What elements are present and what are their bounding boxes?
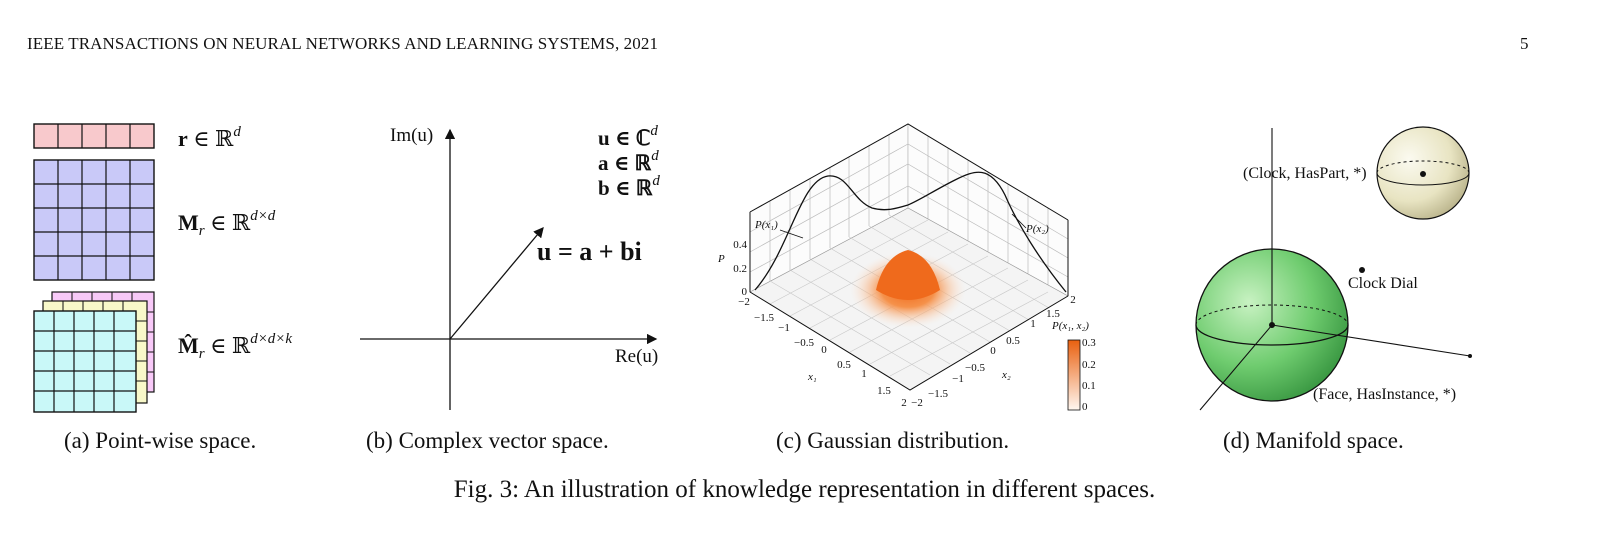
svg-text:−1: −1	[952, 373, 964, 385]
panel-d-manifold: (Clock, HasPart, *) Clock Dial (Face, Ha…	[1195, 126, 1472, 411]
figure-caption: Fig. 3: An illustration of knowledge rep…	[453, 476, 1156, 503]
colorbar	[1067, 339, 1081, 411]
re-axis-label: Re(u)	[615, 346, 658, 367]
svg-text:u ∈ ℂd: u ∈ ℂd	[598, 123, 658, 150]
x1-axis-label: x₁	[807, 371, 817, 383]
label-face-hasinstance: (Face, HasInstance, *)	[1313, 386, 1456, 403]
panel-a-pointwise: r ∈ ℝd Mr ∈ ℝd×d M̂r ∈ ℝd×d×k	[33, 123, 292, 413]
complex-equation: u = a + bi	[537, 237, 642, 266]
caption-panel-a: (a) Point-wise space.	[64, 428, 257, 453]
panel-c-gaussian: P 0 0.2 0.4 −2 −1.5 −1 −0.5 0 0.5 1 1.5 …	[717, 123, 1096, 413]
x2-axis-label: x₂	[1001, 369, 1011, 381]
label-Mhat-tensor: M̂r ∈ ℝd×d×k	[178, 331, 292, 362]
page-number: 5	[1520, 34, 1529, 53]
svg-text:0: 0	[1082, 401, 1088, 413]
svg-text:−2: −2	[911, 397, 923, 409]
x1-tick-labels: −2 −1.5 −1 −0.5 0 0.5 1 1.5 2	[738, 296, 907, 409]
x2-tick-labels: −2 −1.5 −1 −0.5 0 0.5 1 1.5 2	[911, 294, 1076, 409]
relation-matrix-grid	[33, 159, 155, 281]
label-clock-dial: Clock Dial	[1348, 275, 1418, 292]
svg-text:−1.5: −1.5	[928, 388, 948, 400]
manifold-x-axis	[1271, 324, 1471, 357]
im-axis-label: Im(u)	[390, 125, 433, 146]
caption-panel-b: (b) Complex vector space.	[366, 428, 609, 453]
label-r-vector: r ∈ ℝd	[178, 124, 241, 151]
row-vector-grid	[33, 123, 155, 149]
marginal-label-x2: P(x₂)	[1025, 223, 1049, 235]
svg-text:0.3: 0.3	[1082, 337, 1096, 349]
figure-canvas: r ∈ ℝd Mr ∈ ℝd×d M̂r ∈ ℝd×d×k Im(u) Re(u…	[33, 123, 1472, 413]
caption-panel-c: (c) Gaussian distribution.	[776, 428, 1010, 453]
svg-text:1.5: 1.5	[1046, 308, 1060, 320]
svg-text:0.2: 0.2	[1082, 359, 1096, 371]
svg-text:0: 0	[742, 286, 748, 298]
svg-text:1: 1	[1030, 318, 1036, 330]
manifold-y-axis	[1199, 324, 1273, 411]
z-tick-labels: 0 0.2 0.4	[733, 239, 747, 298]
marginal-curve-x1	[754, 175, 909, 291]
label-M-matrix: Mr ∈ ℝd×d	[178, 208, 276, 239]
svg-text:−1.5: −1.5	[754, 312, 774, 324]
z-axis-label: P	[717, 253, 725, 265]
svg-text:0.5: 0.5	[1006, 335, 1020, 347]
svg-text:0.2: 0.2	[733, 263, 747, 275]
marginal-curve-x2	[907, 171, 1067, 293]
svg-text:a ∈ ℝd: a ∈ ℝd	[598, 148, 659, 175]
colorbar-tick-labels: 0.3 0.2 0.1 0	[1082, 337, 1096, 413]
svg-text:−0.5: −0.5	[965, 362, 985, 374]
legend-b: b ∈ ℝ	[598, 176, 653, 200]
svg-text:−0.5: −0.5	[794, 337, 814, 349]
complex-legend: u ∈ ℂd a ∈ ℝd b ∈ ℝd	[598, 123, 660, 200]
svg-text:1.5: 1.5	[877, 385, 891, 397]
panel-b-complex: Im(u) Re(u) u ∈ ℂd a ∈ ℝd b ∈ ℝd u = a +…	[360, 123, 660, 410]
svg-text:1: 1	[861, 368, 867, 380]
caption-panel-d: (d) Manifold space.	[1223, 428, 1404, 453]
label-clock-haspart: (Clock, HasPart, *)	[1243, 165, 1367, 182]
point-clock-dial	[1359, 267, 1365, 273]
svg-text:0: 0	[821, 344, 827, 356]
colorbar-title: P(x₁, x₂)	[1051, 320, 1089, 332]
svg-text:2: 2	[901, 397, 907, 409]
svg-text:2: 2	[1070, 294, 1076, 306]
svg-text:b ∈ ℝd: b ∈ ℝd	[598, 173, 660, 200]
marginal-label-x1: P(x₁)	[754, 219, 778, 231]
svg-text:0: 0	[990, 345, 996, 357]
svg-text:−1: −1	[778, 322, 790, 334]
svg-text:0.1: 0.1	[1082, 380, 1096, 392]
svg-text:−2: −2	[738, 296, 750, 308]
legend-a: a ∈ ℝ	[598, 151, 652, 175]
svg-text:0.4: 0.4	[733, 239, 747, 251]
complex-vector-arrow	[449, 227, 544, 340]
svg-text:0.5: 0.5	[837, 359, 851, 371]
gaussian-peak	[876, 250, 940, 300]
point-clock	[1420, 171, 1426, 177]
tensor-stack	[33, 291, 155, 413]
running-head: IEEE TRANSACTIONS ON NEURAL NETWORKS AND…	[27, 34, 659, 53]
legend-u: u ∈ ℂ	[598, 126, 650, 150]
